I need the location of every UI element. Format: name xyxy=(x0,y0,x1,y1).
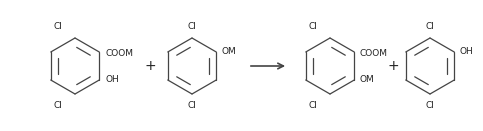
Text: Cl: Cl xyxy=(53,101,62,110)
Text: Cl: Cl xyxy=(308,101,317,110)
Text: OH: OH xyxy=(105,75,119,83)
Text: COOM: COOM xyxy=(360,48,388,58)
Text: Cl: Cl xyxy=(187,22,197,31)
Text: Cl: Cl xyxy=(53,22,62,31)
Text: Cl: Cl xyxy=(426,22,434,31)
Text: Cl: Cl xyxy=(308,22,317,31)
Text: OM: OM xyxy=(222,48,237,56)
Text: OH: OH xyxy=(460,48,474,56)
Text: +: + xyxy=(387,59,399,73)
Text: COOM: COOM xyxy=(105,48,133,58)
Text: +: + xyxy=(144,59,156,73)
Text: Cl: Cl xyxy=(426,101,434,110)
Text: Cl: Cl xyxy=(187,101,197,110)
Text: OM: OM xyxy=(360,75,375,83)
